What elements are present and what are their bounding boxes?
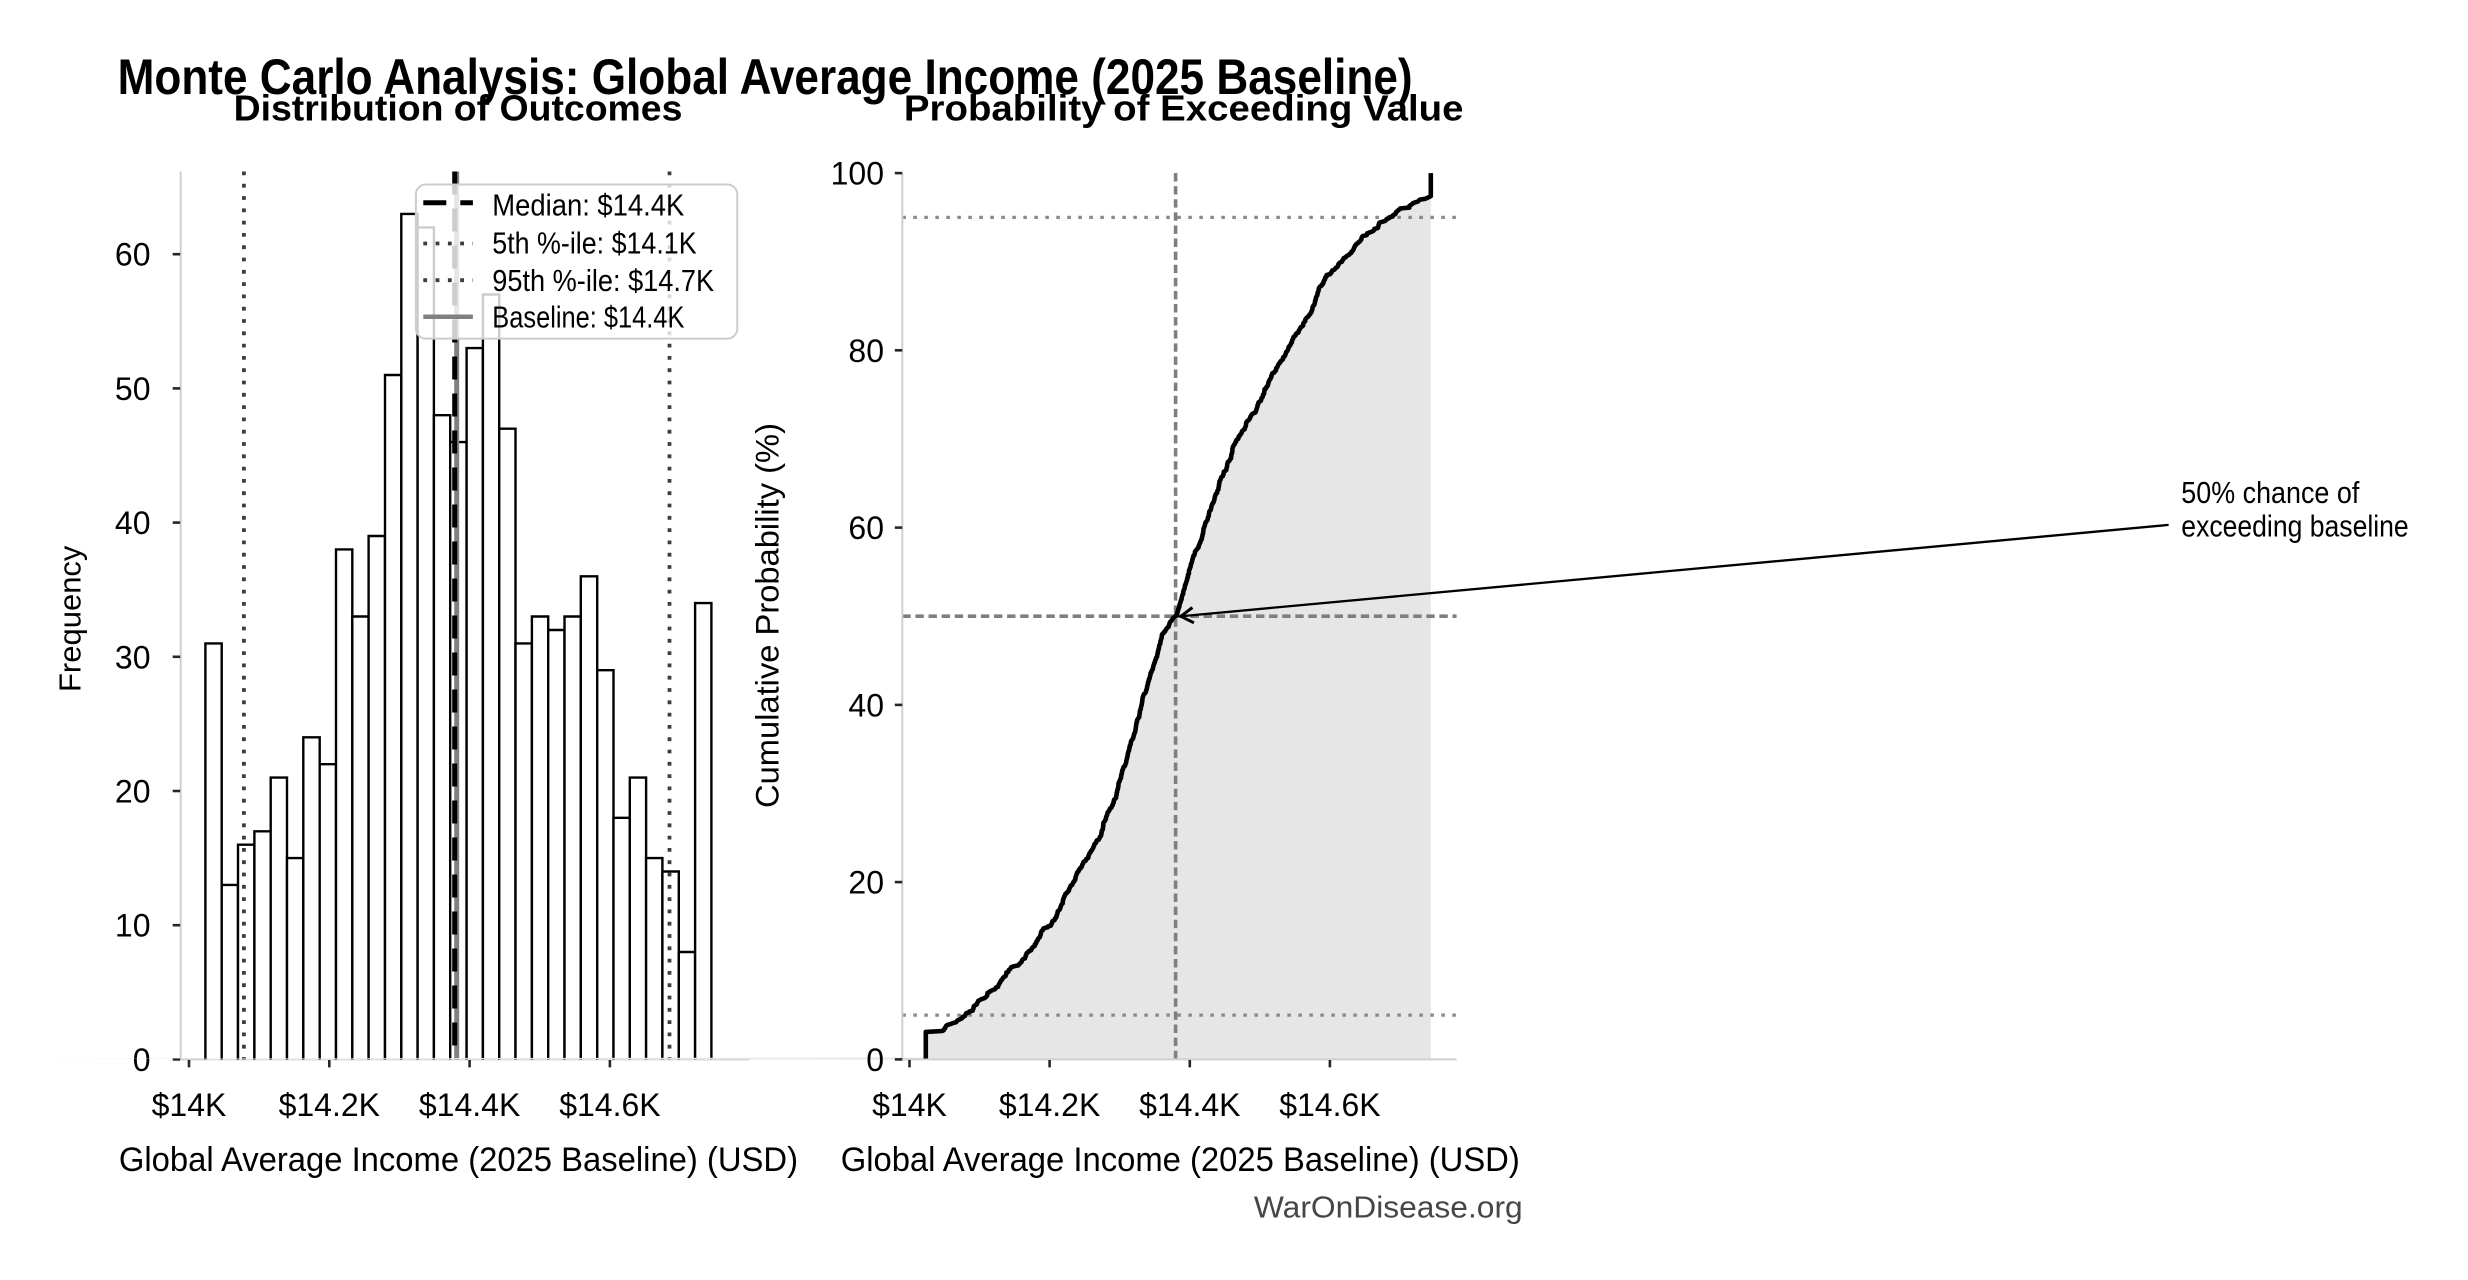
svg-text:5th %-ile: $14.1K: 5th %-ile: $14.1K <box>492 226 697 261</box>
svg-text:WarOnDisease.org: WarOnDisease.org <box>1254 1189 1523 1224</box>
svg-text:Probability of Exceeding Value: Probability of Exceeding Value <box>904 88 1464 129</box>
svg-text:30: 30 <box>115 639 151 675</box>
svg-text:Global Average Income (2025 Ba: Global Average Income (2025 Baseline) (U… <box>119 1141 798 1179</box>
svg-text:60: 60 <box>848 510 884 546</box>
svg-text:$14.2K: $14.2K <box>279 1087 380 1123</box>
svg-text:Median: $14.4K: Median: $14.4K <box>492 188 684 223</box>
svg-text:Baseline: $14.4K: Baseline: $14.4K <box>492 300 684 335</box>
svg-text:$14K: $14K <box>152 1087 227 1123</box>
svg-text:Monte Carlo Analysis: Global A: Monte Carlo Analysis: Global Average Inc… <box>118 49 1413 105</box>
svg-text:$14.4K: $14.4K <box>1139 1087 1240 1123</box>
svg-text:$14.6K: $14.6K <box>1279 1087 1380 1123</box>
svg-text:$14K: $14K <box>872 1087 947 1123</box>
svg-text:50% chance of: 50% chance of <box>2181 475 2359 510</box>
svg-text:50: 50 <box>115 371 151 407</box>
svg-text:100: 100 <box>831 156 884 192</box>
svg-text:0: 0 <box>133 1042 151 1078</box>
svg-text:95th %-ile: $14.7K: 95th %-ile: $14.7K <box>492 263 714 298</box>
svg-text:60: 60 <box>115 237 151 273</box>
svg-text:$14.2K: $14.2K <box>999 1087 1100 1123</box>
svg-text:40: 40 <box>115 505 151 541</box>
svg-text:exceeding baseline: exceeding baseline <box>2181 509 2408 544</box>
svg-text:$14.4K: $14.4K <box>419 1087 520 1123</box>
svg-text:Cumulative Probability (%): Cumulative Probability (%) <box>750 423 786 808</box>
svg-text:0: 0 <box>866 1042 884 1078</box>
svg-text:Frequency: Frequency <box>53 545 88 692</box>
svg-text:$14.6K: $14.6K <box>559 1087 660 1123</box>
svg-text:40: 40 <box>848 687 884 723</box>
svg-text:Distribution of Outcomes: Distribution of Outcomes <box>234 88 683 129</box>
svg-text:20: 20 <box>848 865 884 901</box>
svg-text:10: 10 <box>115 908 151 944</box>
svg-text:20: 20 <box>115 774 151 810</box>
svg-text:Global Average Income (2025 Ba: Global Average Income (2025 Baseline) (U… <box>841 1141 1520 1179</box>
svg-text:80: 80 <box>848 333 884 369</box>
